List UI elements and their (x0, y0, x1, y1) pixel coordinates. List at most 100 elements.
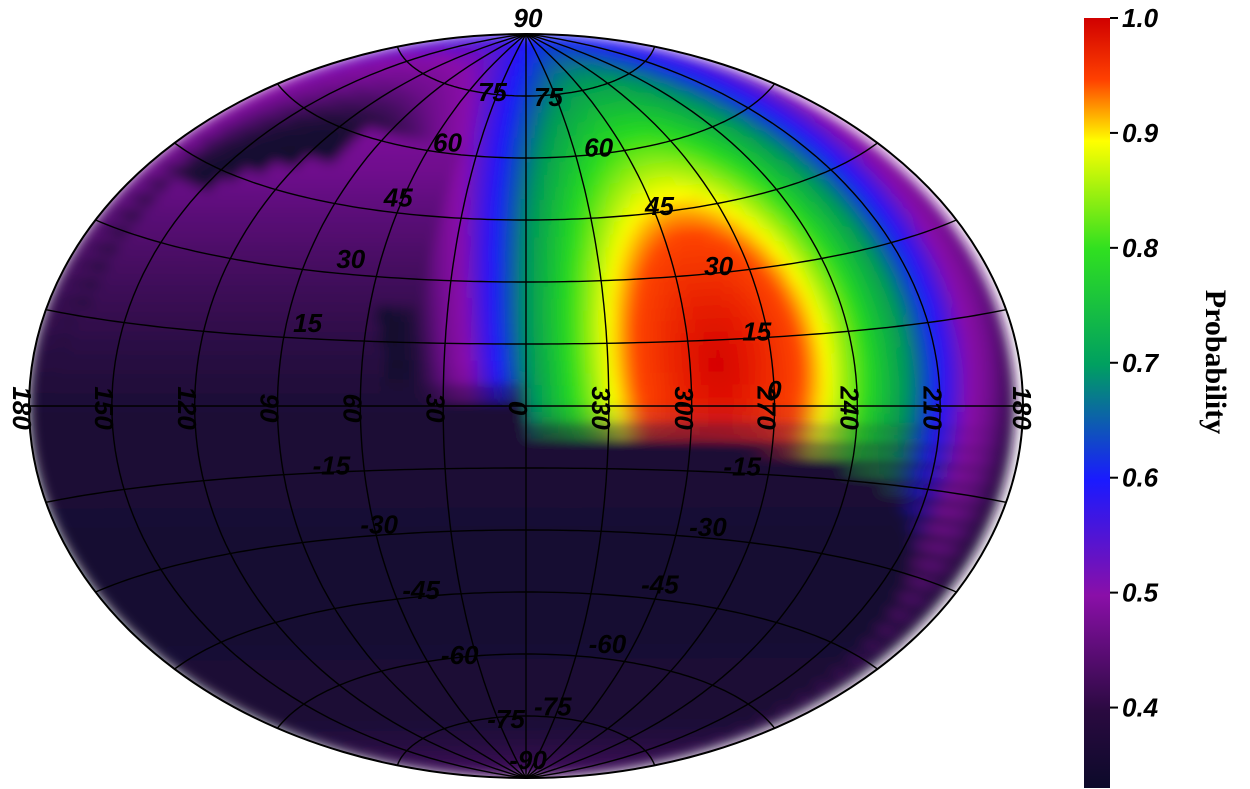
heat-cell (525, 273, 535, 287)
heat-cell (451, 359, 462, 374)
heat-cell (525, 223, 534, 238)
heat-cell (563, 285, 573, 299)
heat-cell (509, 285, 520, 300)
heat-cell (532, 235, 541, 250)
heat-cell (971, 411, 983, 431)
heat-cell (979, 411, 991, 432)
heat-cell (573, 322, 583, 337)
heat-cell (972, 393, 983, 413)
heat-cell (639, 358, 651, 373)
heat-cell (379, 332, 391, 347)
heat-cell (532, 260, 542, 275)
heat-cell (880, 410, 892, 428)
heat-cell (531, 198, 540, 213)
heat-cell (556, 310, 567, 324)
heat-cell (822, 381, 833, 398)
heat-cell (905, 410, 916, 429)
heat-cell (548, 310, 559, 324)
heat-cell (615, 371, 626, 386)
heat-cell (393, 358, 404, 373)
heat-cell (47, 506, 997, 528)
heat-cell (410, 358, 421, 373)
heat-cell (565, 322, 575, 337)
heat-cell (518, 235, 527, 250)
heat-cell (873, 395, 883, 412)
heat-cell (492, 359, 503, 374)
heat-cell (590, 346, 601, 361)
heat-cell (715, 396, 726, 411)
heat-cell (501, 310, 511, 324)
heat-cell (525, 384, 535, 399)
heat-cell (632, 384, 643, 399)
heat-cell (525, 285, 535, 300)
heat-cell (724, 396, 734, 411)
heat-cell (517, 372, 527, 386)
heat-cell (510, 273, 520, 287)
heat-cell (806, 381, 817, 398)
heat-cell (509, 297, 519, 312)
heat-cell (889, 410, 900, 428)
heat-cell (632, 396, 643, 411)
heat-cell (648, 358, 659, 373)
heat-cell (469, 322, 479, 337)
heat-cell (698, 383, 709, 398)
heat-cell (589, 334, 600, 349)
heat-cell (539, 248, 549, 262)
heat-cell (606, 346, 617, 361)
heat-cell (707, 396, 718, 411)
heat-cell (565, 347, 576, 362)
heat-cell (615, 359, 626, 374)
heat-cell (699, 396, 709, 412)
heat-cell (493, 322, 503, 337)
heat-cell (631, 358, 642, 373)
heat-cell (872, 410, 883, 428)
heat-cell (517, 359, 527, 374)
heat-cell (538, 235, 548, 250)
heat-cell (558, 359, 568, 374)
heat-cell (477, 322, 487, 337)
heat-cell (581, 334, 592, 349)
heat-cell (707, 383, 718, 398)
heat-cell (641, 384, 651, 399)
heat-cell (502, 272, 512, 287)
heat-cell (566, 397, 577, 411)
heat-cell (500, 372, 511, 386)
heat-cell (550, 397, 560, 411)
heat-cell (574, 347, 584, 361)
heat-cell (531, 211, 540, 225)
heat-cell (508, 347, 519, 362)
heat-cell (425, 283, 436, 298)
heat-cell (532, 285, 543, 300)
heat-cell (525, 335, 535, 349)
heat-cell (550, 372, 560, 386)
heat-cell (573, 334, 584, 349)
heat-cell (525, 149, 532, 163)
heat-cell (525, 359, 535, 374)
heat-cell (806, 395, 817, 412)
heat-cell (533, 359, 544, 374)
heat-cell (518, 248, 527, 262)
heat-cell (656, 358, 667, 373)
heat-cell (492, 347, 503, 362)
heat-cell (525, 186, 533, 200)
heat-cell (955, 393, 966, 413)
heat-cell (519, 186, 527, 200)
heat-cell (598, 346, 609, 361)
heat-cell (517, 322, 527, 337)
heat-cell (494, 285, 504, 300)
heat-cell (672, 357, 683, 373)
heat-cell (533, 372, 544, 386)
heat-cell (486, 285, 497, 299)
heat-cell (512, 211, 521, 225)
heat-cell (575, 397, 585, 411)
heat-cell (40, 487, 1004, 510)
heat-cell (732, 396, 742, 412)
heat-cell (897, 410, 908, 428)
heat-cell (815, 395, 825, 412)
heat-cell (429, 258, 441, 273)
heat-cell (622, 346, 633, 361)
heat-cell (722, 369, 734, 385)
heat-cell (434, 359, 445, 374)
heat-cell (427, 270, 438, 285)
heat-cell (539, 260, 549, 275)
